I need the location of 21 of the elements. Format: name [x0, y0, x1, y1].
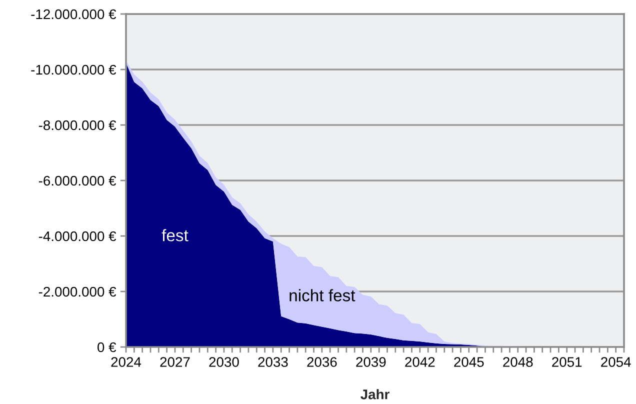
y-tick-label: -8.000.000 € — [38, 120, 116, 130]
x-tick-label: 2027 — [160, 357, 190, 367]
y-tick-label: -10.000.000 € — [31, 64, 116, 75]
x-tick-label: 2030 — [209, 357, 239, 367]
x-axis-title: Jahr — [360, 389, 390, 400]
x-tick-label: 2051 — [552, 357, 582, 367]
series-label: nicht fest — [290, 289, 356, 302]
x-tick-label: 2048 — [503, 357, 533, 367]
series-label: fest — [162, 229, 188, 242]
y-tick-label: 0 € — [98, 342, 116, 352]
y-tick-label: -2.000.000 € — [38, 286, 116, 297]
x-tick-label: 2045 — [454, 357, 484, 367]
y-tick-label: -4.000.000 € — [38, 231, 116, 242]
x-tick-label: 2039 — [356, 357, 386, 367]
x-tick-label: 2024 — [111, 357, 142, 367]
x-tick-label: 2036 — [307, 357, 337, 367]
y-tick-label: -12.000.000 € — [31, 9, 116, 20]
y-tick-label: -6.000.000 € — [38, 176, 116, 186]
x-tick-label: 2054 — [601, 357, 631, 367]
x-tick-label: 2033 — [258, 357, 288, 367]
x-tick-label: 2042 — [405, 357, 435, 367]
